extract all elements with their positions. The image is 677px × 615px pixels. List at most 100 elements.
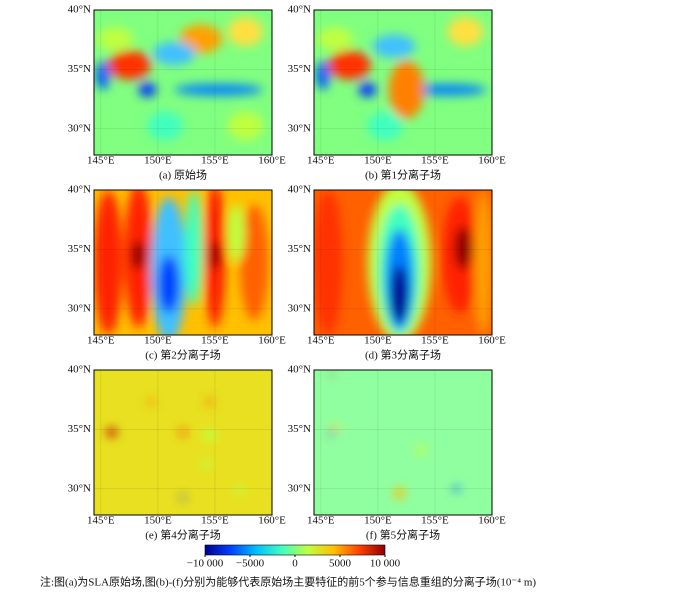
field-blob <box>234 486 246 495</box>
colorbar <box>204 544 386 556</box>
y-tick-label: 35°N <box>288 243 311 255</box>
field-blob <box>174 83 264 96</box>
panel-caption: (d) 第3分离子场 <box>365 348 441 362</box>
field-blob <box>330 425 341 431</box>
field-blob <box>206 399 214 405</box>
field-blob <box>200 459 212 469</box>
field-blob <box>390 265 409 324</box>
y-tick-label: 40°N <box>68 364 91 376</box>
x-tick-label: 160°E <box>478 515 506 527</box>
field-blob <box>94 190 123 335</box>
field-blob <box>367 111 404 141</box>
field-blob <box>152 41 196 66</box>
panel-caption: (f) 第5分离子场 <box>366 528 440 542</box>
y-tick-label: 30°N <box>68 122 91 134</box>
field-blob <box>358 82 377 97</box>
field-blobs <box>94 190 269 335</box>
field-blob <box>181 494 185 501</box>
colorbar-tick-label: −10 000 <box>187 558 224 570</box>
x-tick-label: 150°E <box>144 335 172 347</box>
heatmap-field <box>314 370 492 515</box>
x-tick-label: 150°E <box>364 335 392 347</box>
x-tick-label: 160°E <box>258 335 286 347</box>
field-blob <box>131 240 146 270</box>
heatmap-field <box>314 190 492 335</box>
plot-frame <box>313 9 493 156</box>
x-tick-label: 145°E <box>307 515 335 527</box>
field-blob <box>315 60 331 90</box>
field-blob <box>330 372 334 376</box>
field-blob <box>108 50 151 80</box>
colorbar-tick-label: 0 <box>292 558 298 570</box>
plot-frame <box>313 369 493 516</box>
field-blob <box>474 190 492 335</box>
y-tick-label: 30°N <box>68 302 91 314</box>
field-blob <box>97 27 134 51</box>
y-tick-label: 35°N <box>68 63 91 75</box>
y-tick-label: 30°N <box>288 302 311 314</box>
field-blob <box>227 204 246 263</box>
panel-caption: (b) 第1分离子场 <box>365 168 441 182</box>
panel-caption: (c) 第2分离子场 <box>145 348 220 362</box>
field-blob <box>147 111 183 141</box>
field-blob <box>95 60 111 90</box>
colorbar-tick-label: 10 000 <box>370 558 401 570</box>
y-tick-label: 35°N <box>288 63 311 75</box>
x-tick-label: 155°E <box>201 335 229 347</box>
x-tick-label: 145°E <box>87 335 115 347</box>
y-tick-label: 35°N <box>68 243 91 255</box>
x-tick-label: 160°E <box>258 515 286 527</box>
field-blob <box>106 428 118 437</box>
panel-caption: (e) 第4分离子场 <box>145 528 220 542</box>
y-tick-label: 40°N <box>288 184 311 196</box>
x-tick-label: 160°E <box>258 155 286 167</box>
field-blob <box>329 429 335 436</box>
field-blob <box>147 399 155 405</box>
x-tick-label: 160°E <box>478 155 506 167</box>
field-blob <box>227 17 264 47</box>
y-tick-label: 40°N <box>288 364 311 376</box>
plot-frame <box>93 189 273 336</box>
field-blob <box>158 255 180 314</box>
field-blobs <box>106 399 246 501</box>
x-tick-label: 150°E <box>144 515 172 527</box>
note: 注:图(a)为SLA原始场,图(b)-(f)分别为能够代表原始场主要特征的前5个… <box>40 575 536 589</box>
field-blob <box>452 486 460 492</box>
field-blob <box>138 82 157 97</box>
field-bg <box>94 370 272 515</box>
x-tick-label: 150°E <box>364 155 392 167</box>
y-tick-label: 40°N <box>68 4 91 16</box>
heatmap-field <box>94 370 272 515</box>
field-blobs <box>95 17 264 141</box>
x-tick-label: 155°E <box>421 155 449 167</box>
field-blob <box>388 60 425 119</box>
field-blob <box>239 204 269 321</box>
x-tick-label: 160°E <box>478 335 506 347</box>
field-blob <box>202 429 217 442</box>
x-tick-label: 145°E <box>307 335 335 347</box>
colorbar-tick-label: −5000 <box>236 558 265 570</box>
x-tick-label: 155°E <box>421 335 449 347</box>
field-blobs <box>329 372 460 500</box>
x-tick-label: 150°E <box>364 515 392 527</box>
x-tick-label: 150°E <box>144 155 172 167</box>
y-tick-label: 40°N <box>288 4 311 16</box>
x-tick-label: 145°E <box>87 515 115 527</box>
field-blob <box>209 240 221 270</box>
x-tick-label: 155°E <box>201 515 229 527</box>
heatmap-field <box>314 10 492 155</box>
field-blob <box>394 487 405 500</box>
x-tick-label: 155°E <box>421 515 449 527</box>
y-tick-label: 35°N <box>288 423 311 435</box>
heatmap-field <box>94 190 272 335</box>
plot-frame <box>93 9 273 156</box>
y-tick-label: 30°N <box>68 482 91 494</box>
field-blob <box>372 34 416 58</box>
panel-caption: (a) 原始场 <box>159 168 207 182</box>
x-tick-label: 145°E <box>307 155 335 167</box>
colorbar-tick-label: 5000 <box>329 558 352 570</box>
field-blob <box>317 27 354 51</box>
y-tick-label: 30°N <box>288 482 311 494</box>
field-blob <box>227 111 264 141</box>
